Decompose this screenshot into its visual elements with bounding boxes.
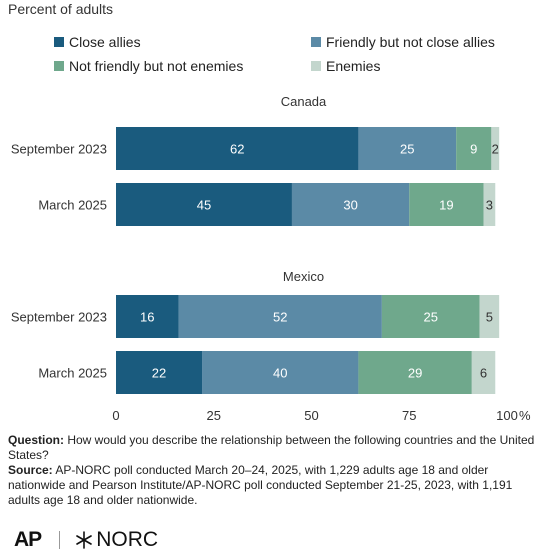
data-label-mexico-0-0: 16 bbox=[140, 310, 154, 325]
norc-logo-text: NORC bbox=[96, 528, 159, 551]
data-label-mexico-0-3: 5 bbox=[486, 310, 493, 325]
row-label-mexico-1: March 2025 bbox=[38, 366, 107, 381]
data-label-mexico-0-1: 52 bbox=[273, 310, 287, 325]
bar-segment-mexico-1-2 bbox=[358, 351, 472, 394]
bar-segment-mexico-1-0 bbox=[116, 351, 203, 394]
data-label-canada-1-3: 3 bbox=[486, 198, 493, 213]
bar-segment-canada-1-0 bbox=[116, 183, 292, 226]
group-title-canada: Canada bbox=[281, 94, 327, 109]
group-title-mexico: Mexico bbox=[283, 269, 324, 284]
bar-segment-canada-0-2 bbox=[456, 127, 492, 170]
data-label-mexico-1-0: 22 bbox=[152, 366, 166, 381]
x-tick-50: 50 bbox=[304, 408, 318, 423]
data-label-canada-1-0: 45 bbox=[197, 198, 211, 213]
data-label-canada-0-0: 62 bbox=[230, 142, 244, 157]
bar-segment-canada-0-1 bbox=[358, 127, 457, 170]
x-tick-75: 75 bbox=[402, 408, 416, 423]
ap-logo: AP bbox=[14, 528, 42, 551]
logo-divider bbox=[59, 531, 61, 549]
data-label-canada-1-2: 19 bbox=[439, 198, 453, 213]
logo-bar: AP NORC bbox=[14, 526, 158, 554]
x-tick-0: 0 bbox=[112, 408, 119, 423]
norc-logo: NORC bbox=[74, 528, 158, 552]
chart-subtitle: Percent of adults bbox=[8, 1, 114, 17]
source-text: AP-NORC poll conducted March 20–24, 2025… bbox=[8, 463, 513, 507]
legend-swatch-friendly bbox=[311, 37, 321, 47]
bar-segment-mexico-0-2 bbox=[381, 295, 480, 338]
legend-label-not-friendly: Not friendly but not enemies bbox=[69, 58, 244, 74]
legend-item-not-friendly: Not friendly but not enemies bbox=[54, 58, 243, 74]
bar-segment-mexico-0-3 bbox=[479, 295, 500, 338]
row-label-canada-1: March 2025 bbox=[38, 198, 107, 213]
data-label-canada-0-1: 25 bbox=[400, 142, 414, 157]
legend-swatch-close-allies bbox=[54, 37, 64, 47]
row-label-mexico-0: September 2023 bbox=[11, 310, 107, 325]
data-label-mexico-1-2: 29 bbox=[408, 366, 422, 381]
question-note: Question: How would you describe the rel… bbox=[8, 433, 543, 463]
bar-segment-mexico-1-1 bbox=[202, 351, 359, 394]
data-label-mexico-1-3: 6 bbox=[480, 366, 487, 381]
legend-label-enemies: Enemies bbox=[326, 58, 381, 74]
source-note: Source: AP-NORC poll conducted March 20–… bbox=[8, 463, 543, 508]
source-label: Source: bbox=[8, 463, 53, 477]
row-label-canada-0: September 2023 bbox=[11, 142, 107, 157]
chart-footer: Question: How would you describe the rel… bbox=[8, 433, 543, 508]
legend-swatch-enemies bbox=[311, 61, 321, 71]
bar-segment-canada-1-1 bbox=[291, 183, 410, 226]
bar-segment-mexico-1-3 bbox=[471, 351, 496, 394]
x-axis-unit: % bbox=[519, 408, 531, 423]
x-tick-25: 25 bbox=[207, 408, 221, 423]
bar-segment-canada-1-2 bbox=[409, 183, 484, 226]
legend-item-enemies: Enemies bbox=[311, 58, 380, 74]
bar-segment-mexico-0-0 bbox=[116, 295, 179, 338]
legend-item-friendly: Friendly but not close allies bbox=[311, 34, 495, 50]
data-label-canada-0-2: 9 bbox=[470, 142, 477, 157]
data-label-mexico-0-2: 25 bbox=[424, 310, 438, 325]
data-label-canada-0-3: 2 bbox=[492, 142, 499, 157]
bar-segment-canada-1-3 bbox=[483, 183, 496, 226]
legend-item-close-allies: Close allies bbox=[54, 34, 141, 50]
x-tick-100: 100 bbox=[496, 408, 518, 423]
bar-segment-mexico-0-1 bbox=[178, 295, 382, 338]
question-text: How would you describe the relationship … bbox=[8, 433, 535, 462]
bar-segment-canada-0-3 bbox=[491, 127, 500, 170]
data-label-mexico-1-1: 40 bbox=[273, 366, 287, 381]
legend-swatch-not-friendly bbox=[54, 61, 64, 71]
legend: Close allies Friendly but not close alli… bbox=[0, 0, 550, 90]
legend-label-friendly: Friendly but not close allies bbox=[326, 34, 495, 50]
legend-label-close-allies: Close allies bbox=[69, 34, 141, 50]
question-label: Question: bbox=[8, 433, 64, 447]
norc-star-icon bbox=[76, 531, 92, 549]
bar-segment-canada-0-0 bbox=[116, 127, 359, 170]
data-label-canada-1-1: 30 bbox=[343, 198, 357, 213]
